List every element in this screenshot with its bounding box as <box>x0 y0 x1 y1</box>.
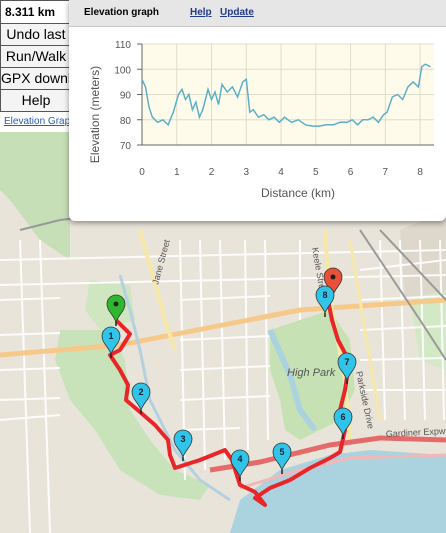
help-button[interactable]: Help <box>0 89 72 112</box>
waypoint-marker-8[interactable]: 8 <box>315 285 335 317</box>
run-walk-button[interactable]: Run/Walk <box>0 45 72 68</box>
waypoint-marker-7[interactable]: 7 <box>337 352 357 384</box>
marker-pin <box>315 285 335 315</box>
marker-dot <box>330 274 336 280</box>
waypoint-label: 1 <box>108 331 113 341</box>
elevation-chart: 70 80 90 100 110 0 1 2 3 4 5 6 7 8 Distance (km) Elevat… <box>88 40 434 200</box>
elevation-line <box>141 63 431 127</box>
street-grid <box>0 239 446 533</box>
update-link[interactable]: Update <box>220 7 254 18</box>
undo-last-button[interactable]: Undo last <box>0 23 72 46</box>
parkside-drive-road <box>348 239 382 421</box>
x-tick-label: 2 <box>209 167 215 178</box>
green-area-east <box>410 290 446 370</box>
marker-pin <box>101 326 121 356</box>
popup-header: Elevation graph Help Update <box>69 0 446 27</box>
waypoint-marker-3[interactable]: 3 <box>173 429 193 461</box>
help-link[interactable]: Help <box>190 7 212 18</box>
waypoint-label: 4 <box>237 454 242 464</box>
waypoint-marker-4[interactable]: 4 <box>230 449 250 481</box>
x-tick-label: 3 <box>244 167 250 178</box>
waypoint-label: 2 <box>138 387 143 397</box>
x-axis-label: Distance (km) <box>261 186 335 200</box>
lake-ontario <box>230 450 446 533</box>
elevation-popup: Elevation graph Help Update 70 80 90 100 110… <box>69 0 446 221</box>
x-tick-label: 7 <box>383 167 389 178</box>
marker-pin <box>272 442 292 472</box>
marker-pin <box>106 294 126 324</box>
x-tick-label: 8 <box>417 167 423 178</box>
waypoint-label: 5 <box>279 447 284 457</box>
waypoint-marker-1[interactable]: 1 <box>101 326 121 358</box>
x-tick-label: 6 <box>348 167 354 178</box>
waypoint-marker-6[interactable]: 6 <box>333 407 353 439</box>
high-park-area <box>270 310 355 440</box>
control-panel: 8.311 km Undo last Run/Walk GPX download… <box>0 0 72 132</box>
bloor-street <box>0 297 446 358</box>
x-tick-label: 4 <box>278 167 284 178</box>
park-area <box>55 330 210 500</box>
x-tick-label: 1 <box>174 167 180 178</box>
marker-pin <box>131 382 151 412</box>
waypoint-label: 6 <box>340 412 345 422</box>
marker-pin <box>173 429 193 459</box>
park-label: High Park <box>287 367 336 379</box>
route-path[interactable] <box>108 299 350 507</box>
lakeshore-road <box>239 453 446 490</box>
popup-title: Elevation graph <box>84 7 160 18</box>
humber-river <box>118 274 231 502</box>
marker-pin <box>323 267 343 297</box>
rail-yard <box>400 210 446 300</box>
x-tick-label: 5 <box>313 167 319 178</box>
y-tick-label: 90 <box>120 91 132 102</box>
start-marker-icon[interactable] <box>106 294 126 326</box>
waypoint-marker-5[interactable]: 5 <box>272 442 292 474</box>
waypoint-label: 8 <box>322 290 327 300</box>
highway-label: Gardiner Expwy <box>386 426 446 439</box>
x-tick-label: 0 <box>139 167 145 178</box>
marker-pin <box>337 352 357 382</box>
y-tick-label: 110 <box>115 40 131 51</box>
grenadier-pond <box>267 328 318 432</box>
waypoint-label: 3 <box>180 434 185 444</box>
jane-street-road <box>138 229 177 351</box>
waypoint-marker-2[interactable]: 2 <box>131 382 151 414</box>
y-tick-label: 100 <box>114 65 131 76</box>
y-tick-label: 70 <box>120 141 132 152</box>
gpx-download-button[interactable]: GPX download <box>0 67 72 90</box>
marker-pin <box>230 449 250 479</box>
distance-display: 8.311 km <box>0 0 72 24</box>
elevation-graph-link[interactable]: Elevation Graph <box>0 112 72 132</box>
marker-pin <box>333 407 353 437</box>
waypoint-label: 7 <box>344 357 349 367</box>
y-axis-label: Elevation (meters) <box>88 66 102 163</box>
y-tick-label: 80 <box>120 116 132 127</box>
marker-dot <box>113 301 119 307</box>
